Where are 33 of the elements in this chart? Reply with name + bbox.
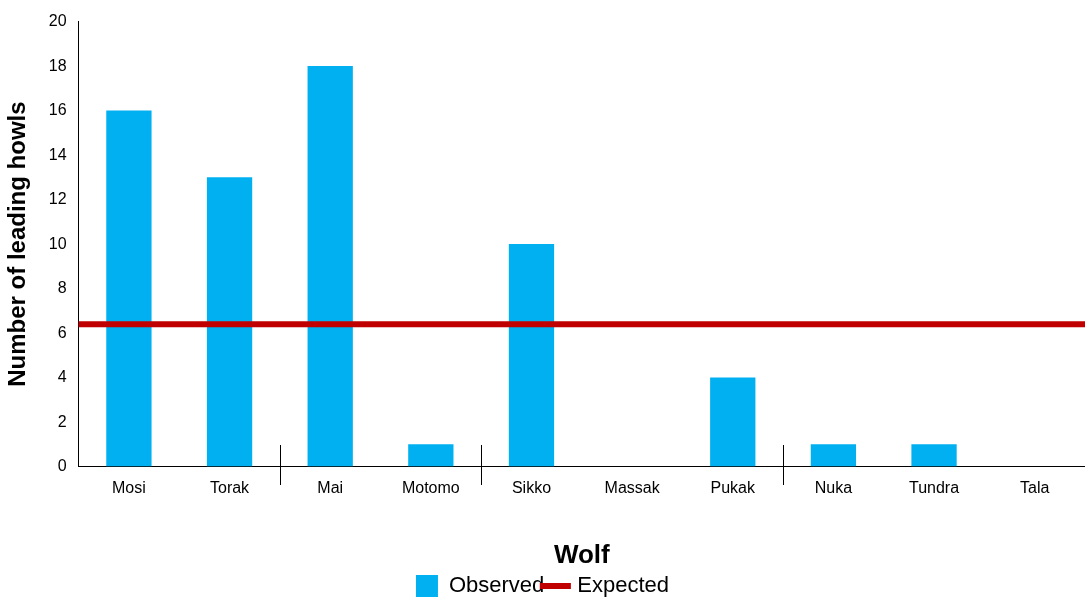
x-tick-label: Tundra	[908, 478, 960, 496]
x-tick-label: Mosi	[112, 478, 146, 496]
x-tick-label: Mai	[317, 478, 344, 496]
x-tick-label: Sikko	[511, 478, 552, 496]
bar	[106, 110, 152, 467]
bar	[206, 177, 253, 467]
y-tick-label: 8	[57, 279, 67, 297]
bar	[408, 444, 454, 467]
legend-label: Observed	[448, 572, 545, 598]
bar	[307, 66, 353, 467]
legend-label: Expected	[577, 572, 670, 598]
bar	[710, 377, 756, 467]
x-tick-label: Tala	[1020, 478, 1050, 496]
y-tick-label: 4	[57, 368, 67, 386]
x-tick-label: Massak	[604, 478, 661, 496]
bar	[911, 444, 957, 467]
y-tick-label: 0	[57, 457, 67, 475]
x-tick-label: Torak	[209, 478, 251, 496]
y-tick-label: 12	[48, 190, 67, 208]
y-tick-label: 20	[48, 12, 67, 30]
x-tick-label: Nuka	[814, 478, 853, 496]
y-axis-title: Number of leading howls	[3, 101, 31, 387]
y-tick-label: 2	[57, 412, 67, 430]
y-tick-label: 16	[48, 101, 67, 119]
bar	[810, 444, 857, 467]
x-axis-title: Wolf	[553, 538, 611, 569]
y-tick-label: 10	[48, 234, 67, 252]
x-tick-label: Motomo	[401, 478, 460, 496]
x-tick-label: Pukak	[710, 478, 756, 496]
y-tick-label: 6	[57, 323, 67, 341]
bar	[508, 244, 555, 467]
y-tick-label: 14	[48, 145, 67, 163]
y-tick-label: 18	[48, 56, 67, 74]
